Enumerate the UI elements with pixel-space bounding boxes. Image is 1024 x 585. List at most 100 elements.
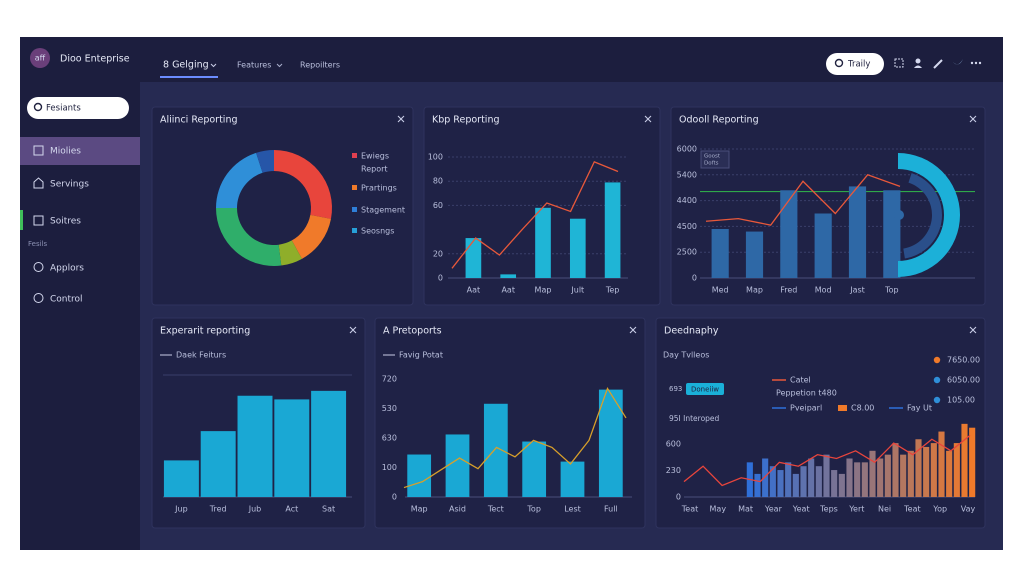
gauge-inner [903,173,943,259]
nav-item[interactable]: Control [50,295,83,305]
panel-title: Deednaphy [664,326,719,337]
close-button[interactable] [397,115,405,123]
panel-title: Experarit reporting [160,326,250,337]
more-icon [978,61,982,65]
legend-label: Fay Ut [907,404,932,413]
donut-segment [216,208,282,266]
legend-label: Catel [790,376,811,385]
bar [846,458,853,497]
more-icon[interactable] [970,61,974,65]
bar [953,443,960,497]
line [403,386,627,489]
bar [560,461,585,497]
x-tick-label: Yeat [792,505,810,514]
bar [569,218,586,278]
x-tick-label: Sat [322,505,335,514]
user-icon [914,65,922,68]
line [705,174,901,226]
close-button[interactable] [969,115,977,123]
bar [483,403,508,497]
x-tick-label: Yop [932,505,947,514]
legend-label: C8.00 [851,404,874,413]
y-tick-label: 5400 [677,170,697,179]
bar [500,274,517,278]
y-tick-label: 6000 [677,145,697,154]
nav-item[interactable]: Soitres [50,217,81,227]
x-tick-label: Teps [819,505,838,514]
user-icon[interactable] [915,58,921,64]
y-tick-label: 4500 [677,222,697,231]
tab-underline [160,76,218,78]
panel-title: Kbp Reporting [432,115,500,126]
bar [777,470,784,497]
line [451,161,619,269]
nav-icon [33,177,44,189]
x-tick-label: Teat [681,505,699,514]
y-tick-label: 100 [428,153,443,162]
edit-icon[interactable] [933,59,943,69]
note: 95I Interoped [669,414,720,423]
y-tick-label: 100 [382,463,397,472]
bar [785,462,792,497]
brand: Dioo Enteprise [60,54,130,65]
close-button[interactable] [969,326,977,334]
note-text: Dofts [704,161,719,167]
legend-label: Ewiegs [361,152,389,161]
nav-item[interactable]: Servings [50,180,89,190]
y-tick-label: 60 [433,201,443,210]
bar [892,443,899,497]
stat-dot [933,396,941,404]
bar [869,450,876,497]
x-tick-label: Jup [174,505,188,514]
x-tick-label: Teat [903,505,921,514]
bar [946,450,953,497]
legend-label: Peppetion t480 [776,389,837,398]
search-text: Traily [847,60,870,70]
nav-item[interactable]: Applors [50,264,84,274]
legend-label: Report [361,165,388,174]
tab[interactable]: Repoilters [300,61,340,70]
close-button[interactable] [644,115,652,123]
x-tick-label: Tep [605,286,620,295]
close-button[interactable] [349,326,357,334]
note-box [700,150,730,169]
search-pill[interactable] [826,53,884,75]
nav-section: Fesils [28,240,47,248]
x-tick-label: Mat [738,505,753,514]
legend-swatch [352,207,357,212]
x-tick-label: Jub [248,505,262,514]
tab[interactable]: 8 Gelging [163,60,209,71]
panel-title: Aliinci Reporting [160,115,238,126]
grid-icon[interactable] [894,58,904,68]
bar [800,466,807,497]
sidebar-search[interactable] [27,97,129,119]
stat-label: 6050.00 [947,376,980,385]
tab[interactable]: Features [237,61,271,70]
legend-swatch [352,228,357,233]
nav-item[interactable]: Miolies [50,147,81,157]
bar [883,190,901,278]
y-tick-label: 20 [433,249,443,258]
legend-label: Seosngs [361,227,394,236]
y-tick-label: 230 [666,466,681,475]
sidebar-search-text: Fesiants [46,104,81,114]
x-tick-label: Act [285,505,298,514]
bar [598,389,623,497]
search-icon [834,58,844,68]
close-button[interactable] [629,326,637,334]
donut-segment [291,214,331,259]
bar [604,182,621,278]
stat-label: 7650.00 [947,356,980,365]
y-tick-label: 530 [382,404,397,413]
y-tick-label: 4400 [677,196,697,205]
x-tick-label: Aat [467,286,481,295]
bar [535,207,551,278]
line [683,434,971,487]
nav-icon [33,215,44,226]
bar [465,238,482,278]
x-tick-label: Map [535,286,552,295]
gauge-dot [894,210,904,220]
bar [823,454,830,497]
bar [915,439,922,497]
stat-dot [933,356,941,364]
